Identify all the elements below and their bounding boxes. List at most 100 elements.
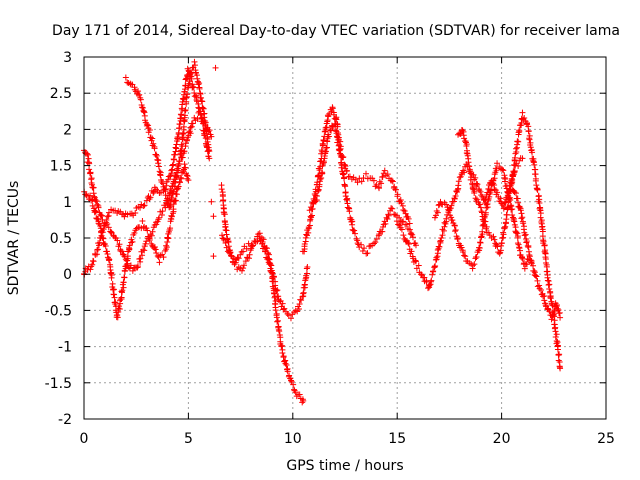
track-i-point bbox=[395, 221, 402, 228]
track-b-point bbox=[129, 267, 136, 274]
track-d-point bbox=[176, 158, 183, 165]
track-f-point bbox=[248, 243, 255, 250]
track-b-point bbox=[97, 211, 104, 218]
track-l-point bbox=[519, 214, 526, 221]
track-e-point bbox=[245, 240, 252, 247]
track-b-point bbox=[197, 111, 204, 118]
track-b-point bbox=[116, 241, 123, 248]
track-k-point bbox=[519, 109, 526, 116]
track-k-point bbox=[552, 334, 559, 341]
track-b-point bbox=[208, 133, 215, 140]
outlier-point bbox=[208, 198, 215, 205]
track-i-point bbox=[455, 178, 462, 185]
track-h-point bbox=[332, 127, 339, 134]
track-c-point bbox=[152, 246, 159, 253]
track-d-point bbox=[159, 180, 166, 187]
track-k-point bbox=[547, 295, 554, 302]
y-tick-labels: -2 -1.5 -1 -0.5 0 0.5 1 1.5 2 2.5 3 bbox=[45, 50, 72, 428]
track-a-point bbox=[87, 266, 94, 273]
track-i-point bbox=[461, 169, 468, 176]
track-c-point bbox=[118, 294, 125, 301]
track-i-point bbox=[405, 239, 412, 246]
y-tick-label: -1 bbox=[58, 340, 72, 356]
track-h-point bbox=[317, 176, 324, 183]
track-f-point bbox=[240, 265, 247, 272]
track-g-point bbox=[394, 191, 401, 198]
track-f-point bbox=[303, 270, 310, 277]
track-f-point bbox=[228, 252, 235, 259]
track-e-point bbox=[286, 372, 293, 379]
track-h-point bbox=[340, 171, 347, 178]
track-f-point bbox=[220, 235, 227, 242]
track-j-point bbox=[472, 255, 479, 262]
track-l-point bbox=[518, 210, 525, 217]
track-c-point bbox=[178, 175, 185, 182]
track-h-point bbox=[337, 150, 344, 157]
track-d-point bbox=[204, 138, 211, 145]
track-c-point bbox=[116, 303, 123, 310]
track-c-point bbox=[99, 234, 106, 241]
track-j-point bbox=[509, 214, 516, 221]
track-c-point bbox=[106, 257, 113, 264]
track-c-point bbox=[164, 234, 171, 241]
track-f-point bbox=[246, 255, 253, 262]
track-d-point bbox=[168, 196, 175, 203]
track-f-point bbox=[302, 277, 309, 284]
track-i-point bbox=[455, 182, 462, 189]
track-d-point bbox=[124, 79, 131, 86]
track-d-point bbox=[170, 188, 177, 195]
track-j-point bbox=[503, 185, 510, 192]
track-l-point bbox=[511, 189, 518, 196]
track-c-point bbox=[146, 233, 153, 240]
track-i-point bbox=[519, 155, 526, 162]
track-e-point bbox=[234, 254, 241, 261]
track-j-point bbox=[471, 261, 478, 268]
track-d-point bbox=[157, 172, 164, 179]
track-i-point bbox=[454, 186, 461, 193]
track-h-point bbox=[320, 158, 327, 165]
track-b-point bbox=[91, 193, 98, 200]
track-h-point bbox=[334, 134, 341, 141]
track-i-point bbox=[436, 243, 443, 250]
track-h-point bbox=[388, 205, 395, 212]
track-j-point bbox=[449, 217, 456, 224]
track-k-point bbox=[498, 240, 505, 247]
track-d-point bbox=[122, 74, 129, 81]
track-e-point bbox=[238, 248, 245, 255]
track-d-point bbox=[149, 135, 156, 142]
track-c-point bbox=[119, 287, 126, 294]
track-k-point bbox=[468, 174, 475, 181]
track-j-point bbox=[452, 227, 459, 234]
track-b-point bbox=[93, 197, 100, 204]
track-a-point bbox=[140, 203, 147, 210]
track-b-point bbox=[108, 229, 115, 236]
track-b-point bbox=[189, 120, 196, 127]
track-a-point bbox=[121, 213, 128, 220]
track-j-point bbox=[445, 206, 452, 213]
track-l-point bbox=[548, 316, 555, 323]
track-e-point bbox=[237, 251, 244, 258]
track-c-point bbox=[87, 192, 94, 199]
track-b-point bbox=[137, 255, 144, 262]
track-h-point bbox=[335, 136, 342, 143]
track-c-point bbox=[168, 213, 175, 220]
track-h-point bbox=[320, 161, 327, 167]
track-h-point bbox=[359, 248, 366, 255]
track-k-point bbox=[515, 138, 522, 145]
track-d-point bbox=[140, 108, 147, 115]
track-c-point bbox=[103, 248, 110, 255]
track-d-point bbox=[199, 98, 206, 105]
track-g-point bbox=[358, 178, 365, 185]
track-f-point bbox=[298, 297, 305, 304]
track-d-point bbox=[177, 147, 184, 154]
track-e-point bbox=[276, 328, 283, 335]
track-f-point bbox=[262, 248, 269, 255]
track-j-point bbox=[510, 215, 517, 222]
track-i-point bbox=[501, 199, 508, 206]
track-l-point bbox=[512, 190, 519, 197]
track-l-point bbox=[531, 267, 538, 274]
y-axis-title: SDTVAR / TECUs bbox=[6, 181, 22, 296]
track-h-point bbox=[338, 154, 345, 161]
track-j-point bbox=[486, 193, 493, 200]
grid bbox=[84, 57, 606, 419]
